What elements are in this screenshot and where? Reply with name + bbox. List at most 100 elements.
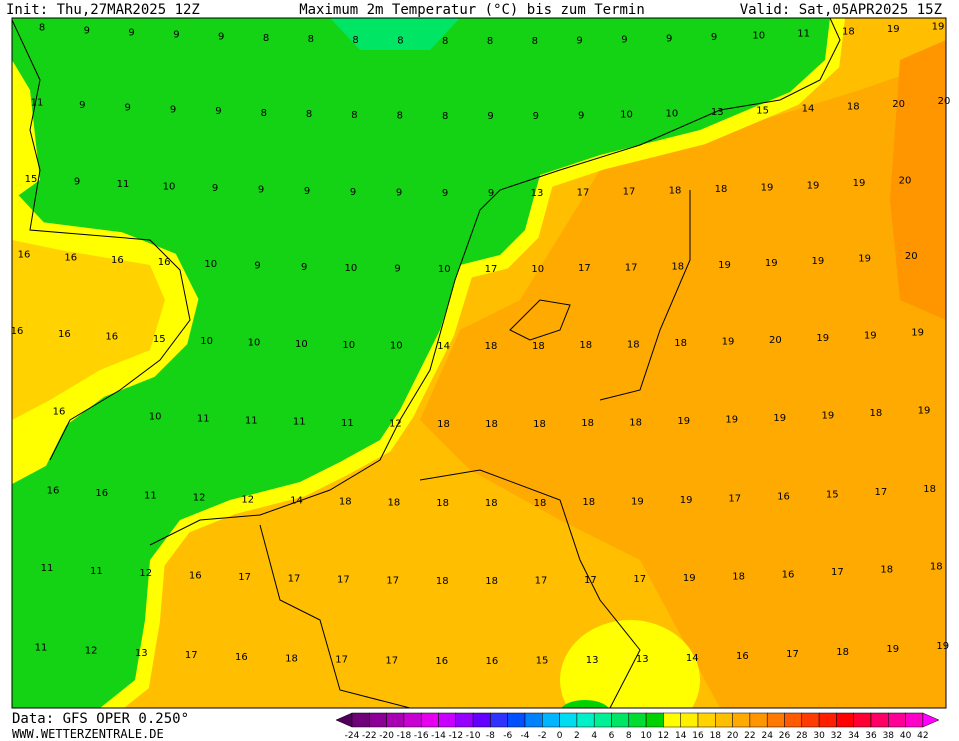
temperature-value: 17: [831, 567, 844, 578]
temperature-value: 19: [858, 254, 871, 265]
colorbar-box: [386, 712, 405, 728]
colorbar-box: [836, 712, 854, 728]
data-source: Data: GFS OPER 0.250°: [12, 711, 189, 727]
temperature-value: 17: [578, 263, 591, 274]
temperature-value: 9: [578, 110, 584, 121]
temperature-value: 19: [821, 411, 834, 422]
colorbar-box: [472, 712, 491, 728]
colorbar-tick-label: -16: [414, 731, 429, 741]
temperature-value: 8: [397, 36, 403, 47]
temperature-value: 10: [390, 341, 403, 352]
colorbar-box: [369, 712, 387, 728]
temperature-value: 11: [31, 97, 44, 108]
colorbar-tick-label: 24: [761, 731, 773, 741]
colorbar-box: [611, 712, 630, 728]
temperature-value: 17: [625, 262, 638, 273]
colorbar-box: [766, 712, 785, 728]
temperature-value: 18: [534, 498, 547, 509]
colorbar-tick-label: -2: [538, 731, 547, 741]
colorbar-tick-label: -14: [431, 731, 446, 741]
temperature-value: 18: [671, 261, 684, 272]
temperature-value: 17: [385, 655, 398, 666]
temperature-value: 19: [887, 24, 900, 35]
temperature-value: 18: [436, 498, 449, 509]
temperature-value: 18: [485, 341, 498, 352]
temperature-value: 15: [25, 174, 38, 185]
temperature-value: 18: [715, 184, 728, 195]
temperature-value: 10: [345, 263, 358, 274]
temperature-value: 9: [396, 188, 402, 199]
temperature-value: 16: [736, 651, 749, 662]
temperature-value: 15: [826, 489, 839, 500]
colorbar-box: [680, 712, 699, 728]
temperature-value: 18: [533, 419, 546, 430]
colorbar-tick-label: 34: [848, 731, 860, 741]
temperature-value: 8: [442, 36, 448, 47]
temperature-value: 19: [886, 644, 899, 655]
temperature-value: 8: [352, 35, 358, 46]
colorbar-box: [542, 712, 560, 728]
cold-field: [330, 18, 460, 50]
temperature-value: 12: [241, 494, 254, 505]
colorbar-tick-label: 4: [591, 731, 597, 741]
temperature-value: 8: [442, 111, 448, 122]
colorbar-tick-label: 30: [813, 731, 825, 741]
temperature-value: 16: [18, 250, 31, 261]
temperature-value: 9: [212, 183, 218, 194]
temperature-value: 9: [170, 104, 176, 115]
colorbar-tick-label: 0: [557, 731, 563, 741]
temperature-value: 20: [892, 99, 905, 110]
colorbar-tick-label: 18: [710, 731, 722, 741]
colorbar-tick-label: 20: [727, 731, 739, 741]
init-label: Init: Thu,27MAR2025 12Z: [6, 2, 200, 18]
temperature-value: 18: [485, 576, 498, 587]
temperature-value: 19: [631, 496, 644, 507]
temperature-value: 16: [53, 407, 66, 418]
temperature-value: 19: [761, 182, 774, 193]
temperature-value: 19: [936, 641, 949, 652]
temperature-value: 17: [337, 575, 350, 586]
temperature-value: 11: [117, 179, 130, 190]
temperature-value: 12: [85, 645, 98, 656]
temperature-value: 18: [582, 497, 595, 508]
colorbar-box: [853, 712, 872, 728]
coastline: [149, 18, 841, 546]
temperature-value: 18: [532, 341, 545, 352]
temperature-value: 9: [442, 188, 448, 199]
temperature-value: 14: [290, 496, 303, 507]
temperature-value: 16: [11, 326, 24, 337]
colorbar-box: [663, 712, 681, 728]
temperature-value: 17: [288, 574, 301, 585]
value-labels: 8 9 9 9 9 8 8 8 8 8 8 8 9 9 9 9 10 11 18 19 19 11 9 9 9 9 8 8 8 8 8 9 9 9…: [11, 21, 951, 667]
temperature-value: 9: [254, 261, 260, 272]
temperature-value: 13: [711, 107, 724, 118]
temperature-value: 16: [189, 570, 202, 581]
temperature-value: 9: [488, 188, 494, 199]
colorbar-tick-label: 26: [779, 731, 791, 741]
temperature-value: 16: [782, 569, 795, 580]
temperature-value: 19: [932, 21, 945, 32]
colorbar-tick-label: -6: [503, 731, 512, 741]
temperature-value: 9: [215, 106, 221, 117]
temperature-value: 18: [870, 408, 883, 419]
warmest-field: [890, 40, 946, 320]
temperature-value: 8: [306, 109, 312, 120]
temperature-value: 18: [581, 418, 594, 429]
temperature-value: 10: [752, 31, 765, 42]
colorbar-tick-label: -4: [521, 731, 530, 741]
temperature-value: 20: [899, 175, 912, 186]
temperature-value: 9: [125, 102, 131, 113]
temperature-value: 10: [248, 337, 261, 348]
temperature-value: 11: [293, 417, 306, 428]
colorbar-tick-label: -8: [486, 731, 495, 741]
temperature-value: 19: [918, 405, 931, 416]
temperature-value: 19: [683, 573, 696, 584]
temperature-value: 10: [149, 412, 162, 423]
colorbar-tick-label: -24: [345, 731, 360, 741]
temperature-value: 9: [304, 186, 310, 197]
temperature-value: 9: [258, 185, 264, 196]
colorbar-box: [559, 712, 578, 728]
temperature-value: 8: [39, 23, 45, 34]
temperature-value: 17: [728, 493, 741, 504]
